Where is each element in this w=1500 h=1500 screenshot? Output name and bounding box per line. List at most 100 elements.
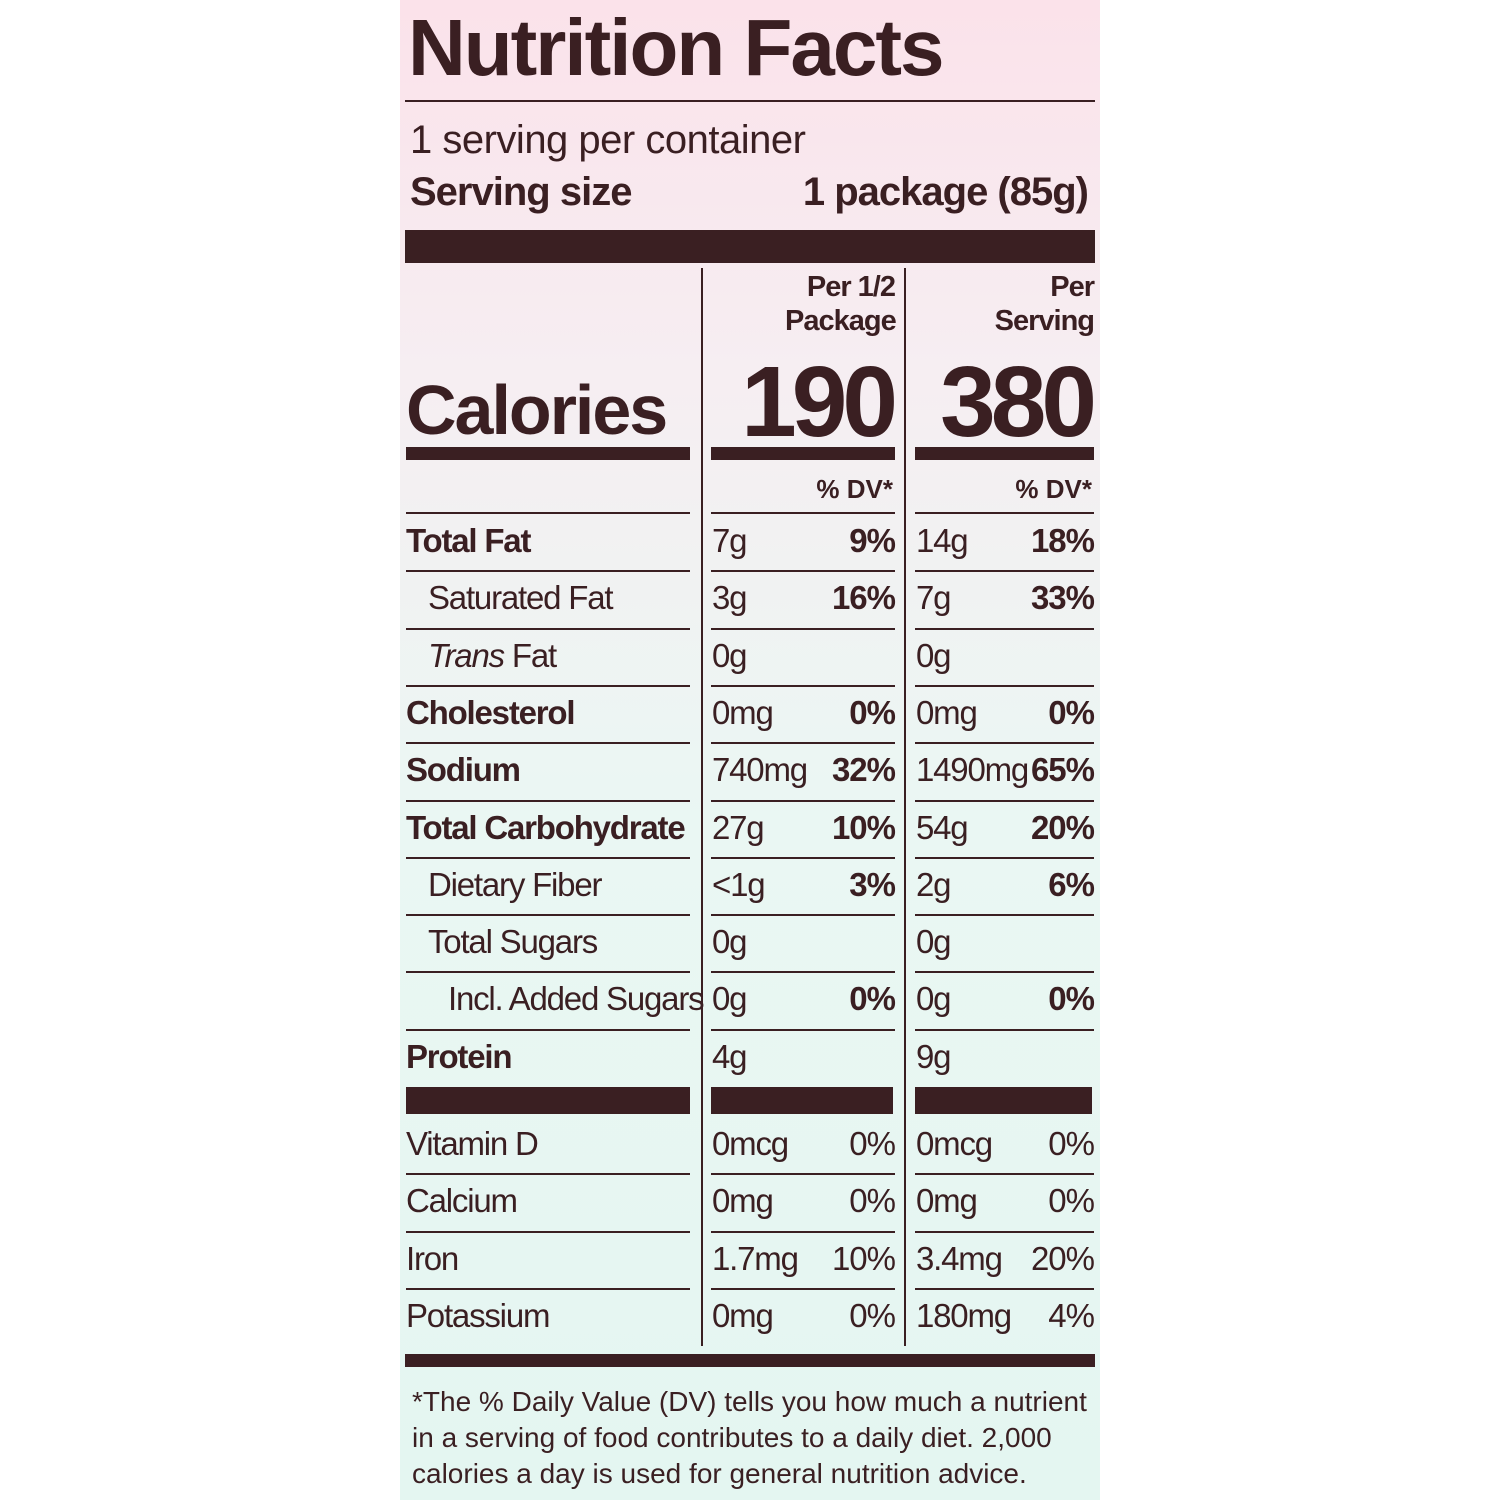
nutrient-name: Trans Fat [428,636,557,675]
rule [711,799,895,802]
rule [711,1173,895,1176]
nutrient-name: Vitamin D [406,1125,539,1162]
daily-value: 10% [831,1239,896,1277]
nutrient-name: Incl. Added Sugars [448,980,705,1018]
daily-value: 33% [1030,579,1095,617]
rule [406,742,690,745]
rule [915,1173,1094,1176]
daily-value: 18% [1030,522,1095,559]
daily-value: 6% [1048,865,1095,903]
rule [711,971,895,974]
calories-value: 190 [741,346,898,458]
rule [915,914,1094,917]
rule [915,684,1094,687]
rule [915,742,1094,745]
daily-value: 0% [849,693,896,731]
amount: 0g [916,923,952,961]
daily-value: 0% [849,1296,896,1334]
daily-value: 65% [1030,751,1095,789]
rule [915,1230,1094,1233]
rule [406,512,690,514]
rule [711,914,895,917]
calories-label: Calories [406,371,668,449]
rule [915,1287,1094,1290]
rule [406,799,690,802]
servings: 1 serving per container [410,118,806,162]
amount: 0g [916,980,952,1018]
rule [711,1230,895,1233]
footnote: *The % Daily Value (DV) tells you how mu… [412,1386,1087,1489]
column-header: Per Serving [994,271,1095,337]
nutrient-name: Total Fat [406,522,531,559]
rule [915,627,1094,630]
amount: 0mg [712,1296,774,1334]
nutrient-name-part: Fat [511,636,557,674]
rule [711,627,895,630]
rule [406,856,690,859]
daily-value: 0% [849,980,896,1018]
thick-bar [406,447,690,460]
amount: 180mg [916,1296,1012,1334]
amount: 4g [712,1037,748,1075]
nutrient-name: Dietary Fiber [428,865,602,903]
amount: 9g [916,1037,952,1075]
serving-size-label: Serving size [410,170,632,214]
rule [711,1287,895,1290]
amount: 1.7mg [712,1239,799,1277]
rule [711,512,895,514]
rule [406,684,690,687]
rule [406,570,690,573]
dv-header: % DV* [816,474,893,504]
nutrient-name: Iron [406,1239,459,1277]
daily-value: 4% [1048,1296,1095,1334]
nutrient-name-part: Trans [428,636,505,674]
daily-value: 20% [1030,808,1095,846]
amount: 3g [712,579,748,617]
amount: 0g [712,980,748,1018]
daily-value: 9% [849,522,896,559]
rule [915,570,1094,573]
amount: 0mcg [916,1125,993,1162]
rule [406,1028,690,1031]
thick-bar [711,1087,893,1114]
column-divider [701,268,703,1346]
rule [406,627,690,630]
amount: 14g [916,522,969,559]
thick-bar [406,1087,690,1114]
amount: 54g [916,808,969,846]
rule [405,100,1095,102]
daily-value: 16% [831,579,896,617]
amount: 7g [916,579,952,617]
rule [711,742,895,745]
amount: 0g [712,636,748,674]
nutrient-name: Cholesterol [406,693,576,731]
thick-bar [405,1354,1095,1367]
title: Nutrition Facts [408,3,944,92]
amount: 0mg [712,693,774,731]
rule [406,914,690,917]
daily-value: 0% [849,1125,896,1162]
amount: 2g [916,865,952,903]
dv-header: % DV* [1015,474,1092,504]
nutrient-name: Potassium [406,1296,550,1334]
amount: 0mg [916,1182,978,1220]
nutrient-name: Protein [406,1037,512,1075]
amount: 3.4mg [916,1239,1003,1277]
daily-value: 0% [1048,1182,1095,1220]
column-divider [904,268,906,1346]
nutrient-name: Calcium [406,1182,518,1220]
amount: 1490mg [916,751,1029,789]
rule [915,799,1094,802]
thick-bar [711,447,895,460]
amount: <1g [712,865,766,903]
rule [915,856,1094,859]
amount: 27g [712,808,765,846]
rule [711,856,895,859]
daily-value: 0% [849,1182,896,1220]
serving-size-value: 1 package (85g) [802,170,1089,214]
rule [406,1173,690,1176]
thick-bar [915,1087,1092,1114]
rule [406,971,690,974]
rule [915,1028,1094,1031]
